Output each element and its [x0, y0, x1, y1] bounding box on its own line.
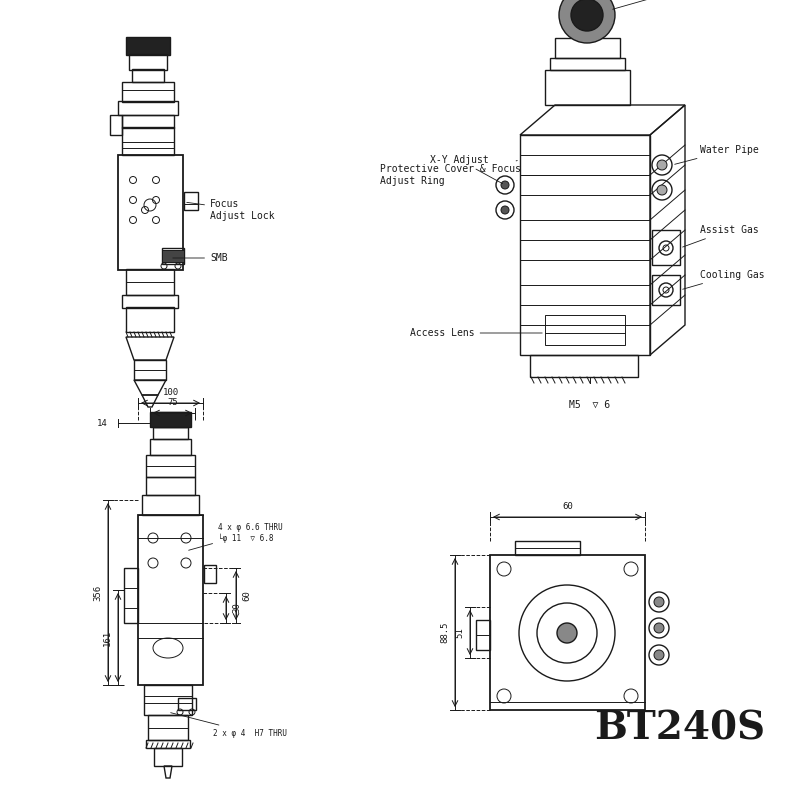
- Text: Protective Cover & Focus
Adjust Ring: Protective Cover & Focus Adjust Ring: [380, 161, 521, 186]
- Bar: [148, 715, 188, 740]
- Bar: [110, 115, 122, 135]
- Bar: [178, 698, 196, 710]
- Circle shape: [501, 206, 509, 214]
- Text: 356: 356: [93, 585, 102, 601]
- Bar: [122, 295, 178, 308]
- Bar: [545, 315, 625, 345]
- Bar: [154, 748, 182, 766]
- Bar: [142, 495, 199, 515]
- Bar: [118, 155, 183, 270]
- Circle shape: [501, 181, 509, 189]
- Circle shape: [654, 623, 664, 633]
- Text: 2 x φ 4  H7 THRU: 2 x φ 4 H7 THRU: [170, 713, 287, 738]
- Bar: [520, 135, 650, 175]
- Bar: [122, 82, 174, 102]
- Bar: [138, 515, 203, 685]
- Bar: [146, 477, 195, 495]
- Bar: [144, 685, 192, 715]
- Bar: [545, 70, 630, 105]
- Bar: [122, 127, 174, 155]
- Text: Access Lens: Access Lens: [410, 328, 542, 338]
- Bar: [154, 412, 187, 427]
- Circle shape: [654, 650, 664, 660]
- Bar: [162, 248, 184, 264]
- Circle shape: [557, 623, 577, 643]
- Bar: [118, 101, 178, 115]
- Text: 161: 161: [103, 630, 112, 646]
- Bar: [184, 192, 198, 210]
- Text: 30: 30: [232, 602, 241, 614]
- Text: BT240S: BT240S: [594, 709, 766, 747]
- Bar: [652, 230, 680, 265]
- Text: 60: 60: [562, 502, 573, 511]
- Bar: [122, 115, 174, 128]
- Bar: [146, 455, 195, 477]
- Bar: [132, 69, 164, 82]
- Bar: [520, 135, 650, 355]
- Text: 88.5: 88.5: [440, 622, 449, 643]
- Bar: [652, 275, 680, 305]
- Bar: [150, 439, 191, 455]
- Text: Water Pipe: Water Pipe: [674, 145, 758, 164]
- Bar: [150, 412, 191, 427]
- Bar: [126, 307, 174, 332]
- Bar: [204, 565, 216, 583]
- Bar: [124, 568, 138, 623]
- Circle shape: [657, 160, 667, 170]
- Bar: [530, 355, 638, 377]
- Bar: [515, 541, 580, 555]
- Circle shape: [559, 0, 615, 43]
- Text: 51: 51: [455, 627, 464, 638]
- Bar: [129, 54, 167, 70]
- Text: Cooling Gas: Cooling Gas: [682, 270, 765, 290]
- Bar: [490, 555, 645, 710]
- Text: 14: 14: [98, 418, 108, 427]
- Bar: [476, 620, 490, 650]
- Bar: [146, 740, 190, 748]
- Bar: [153, 427, 188, 439]
- Text: Focus
Adjust Lock: Focus Adjust Lock: [186, 199, 274, 221]
- Circle shape: [657, 185, 667, 195]
- Bar: [555, 38, 620, 58]
- Text: 100: 100: [162, 388, 178, 397]
- Text: 75: 75: [167, 398, 178, 407]
- Bar: [126, 269, 174, 295]
- Text: 60: 60: [242, 590, 251, 601]
- Circle shape: [654, 597, 664, 607]
- Text: QBH Connecter: QBH Connecter: [613, 0, 736, 10]
- Circle shape: [571, 0, 603, 31]
- Bar: [162, 250, 184, 262]
- Bar: [550, 58, 625, 70]
- Text: 4 x φ 6.6 THRU
└φ 11  ▽ 6.8: 4 x φ 6.6 THRU └φ 11 ▽ 6.8: [189, 523, 282, 550]
- Text: Assist Gas: Assist Gas: [682, 225, 758, 247]
- Text: X-Y Adjust: X-Y Adjust: [430, 155, 502, 184]
- Bar: [134, 360, 166, 380]
- Text: SMB: SMB: [173, 253, 228, 263]
- Bar: [126, 37, 170, 55]
- Text: M5  ▽ 6: M5 ▽ 6: [570, 400, 610, 410]
